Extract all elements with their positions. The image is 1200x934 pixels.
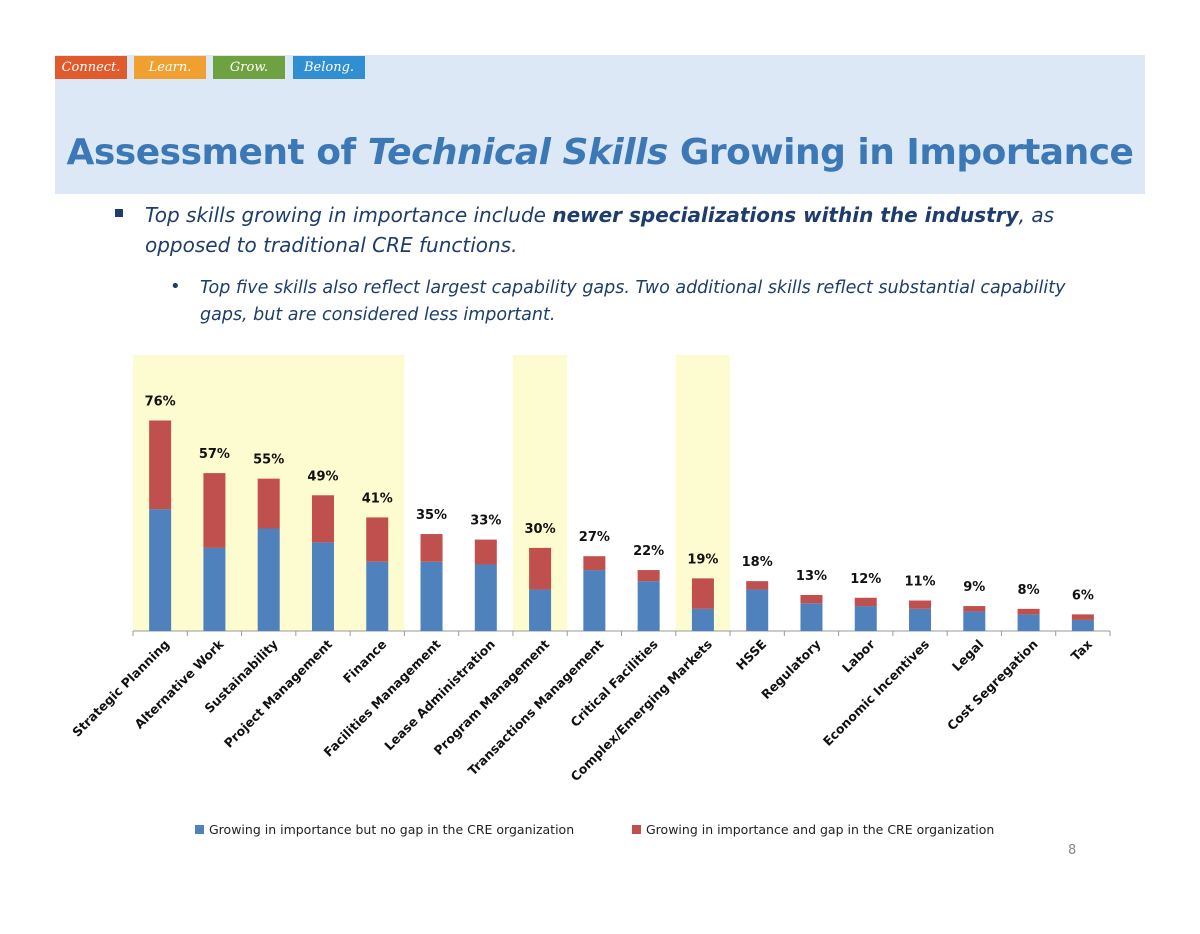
title-part-italic: Technical Skills [367,132,669,173]
bar-segment-no-gap [474,564,497,631]
bullet1-text-start: Top skills growing in importance include [145,203,553,227]
square-bullet-icon [115,209,123,217]
x-tick-label: HSSE [733,637,769,673]
x-tick-label: Strategic Planning [69,637,172,740]
legend-label-no-gap: Growing in importance but no gap in the … [209,822,575,837]
x-tick-label: Lease Administration [381,637,498,754]
bar-segment-gap [746,581,769,590]
data-label: 76% [145,394,176,409]
bar-segment-gap [420,534,443,562]
page-number: 8 [1068,843,1077,858]
legend-label-gap: Growing in importance and gap in the CRE… [646,822,995,837]
data-label: 57% [199,447,230,462]
data-label: 6% [1072,588,1094,603]
tag-grow: Grow. [213,56,285,79]
bar-segment-no-gap [800,603,823,631]
title-part-1: Assessment of [66,132,368,173]
bar-segment-no-gap [420,561,443,631]
bar-segment-gap [854,597,877,607]
tag-connect: Connect. [55,56,127,79]
data-label: 35% [416,508,447,523]
bar-segment-no-gap [1017,614,1040,631]
bar-segment-gap [474,539,497,565]
bar-segment-no-gap [366,561,389,631]
bar-segment-no-gap [149,509,172,631]
data-label: 30% [525,522,556,537]
x-tick-label: Tax [1068,637,1095,664]
bar-segment-no-gap [746,589,769,631]
title-part-2: Growing in Importance [667,132,1134,173]
bar-segment-no-gap [963,611,986,631]
bar-segment-no-gap [1071,619,1094,631]
data-label: 49% [307,469,338,484]
data-label: 8% [1018,583,1040,598]
bar-segment-no-gap [637,581,660,631]
bar-segment-gap [583,556,606,571]
legend-swatch-blue [195,825,204,834]
bar-segment-gap [149,420,172,510]
bullet1-text-end: , as opposed to traditional CRE function… [145,203,1055,257]
bar-segment-no-gap [583,570,606,631]
bar-segment-gap [1071,614,1094,620]
tag-belong: Belong. [293,56,365,79]
data-label: 13% [796,569,827,584]
bar-segment-gap [311,495,334,543]
bar-segment-gap [203,473,226,548]
bar-segment-no-gap [257,528,280,631]
x-tick-label: Labor [839,636,879,676]
data-label: 12% [850,572,881,587]
data-label: 19% [687,552,718,567]
bullet-point-sub: Top five skills also reflect largest cap… [200,278,1066,325]
bar-segment-gap [529,547,552,590]
bar-segment-gap [963,606,986,612]
bar-segment-gap [800,594,823,604]
bar-segment-no-gap [529,589,552,631]
bullet1-text-bold: newer specializations within the industr… [552,203,1019,227]
data-label: 27% [579,530,610,545]
data-label: 22% [633,544,664,559]
data-label: 9% [963,580,985,595]
legend-item-no-gap: Growing in importance but no gap in the … [195,822,574,837]
bullet-point-main: Top skills growing in importance include… [145,200,1105,260]
x-tick-label: Legal [949,637,987,675]
bar-segment-gap [637,570,660,582]
legend-swatch-red [632,825,641,834]
bar-segment-gap [257,478,280,529]
bar-segment-gap [1017,608,1040,615]
bar-segment-gap [909,600,932,609]
bar-segment-no-gap [909,608,932,631]
data-label: 33% [470,514,501,529]
x-tick-label: Finance [340,637,389,686]
bar-segment-no-gap [311,542,334,631]
tag-learn: Learn. [134,56,206,79]
data-label: 55% [253,453,284,468]
data-label: 18% [742,555,773,570]
x-tick-label: Project Management [221,637,335,751]
bar-segment-gap [691,578,714,609]
data-label: 41% [362,491,393,506]
page-title: Assessment of Technical Skills Growing i… [55,128,1145,178]
x-tick-label: Economic Incentives [820,637,932,749]
dot-bullet-icon: • [170,276,181,297]
bar-segment-no-gap [203,547,226,631]
x-tick-label: Alternative Work [131,636,227,732]
bar-segment-no-gap [691,608,714,631]
bar-segment-gap [366,517,389,562]
bar-segment-no-gap [854,606,877,631]
data-label: 11% [904,575,935,590]
x-tick-label: Cost Segregation [944,637,1041,734]
legend-item-gap: Growing in importance and gap in the CRE… [632,822,994,837]
